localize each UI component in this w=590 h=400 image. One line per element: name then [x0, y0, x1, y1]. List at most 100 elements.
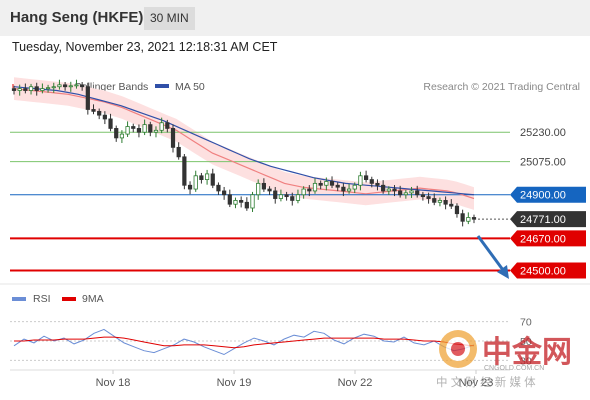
x-tick-label-3: Nov 23 [459, 377, 494, 389]
level-label-2: 24900.00 [520, 190, 566, 202]
candle-body-69 [403, 192, 408, 196]
forecast-arrow [476, 235, 509, 279]
candle-body-48 [284, 194, 289, 198]
candle-body-16 [102, 114, 107, 120]
last-price-label: 24771.00 [520, 214, 566, 226]
rsi-ma-legend-label: 9MA [82, 293, 104, 305]
candle-body-74 [432, 198, 437, 203]
candle-body-35 [210, 173, 215, 186]
level-tag-2 [510, 186, 586, 203]
candle-body-65 [381, 184, 386, 192]
timeframe-button[interactable]: 30 MIN [144, 7, 195, 30]
candle-body-58 [341, 186, 346, 192]
candle-body-59 [346, 188, 352, 192]
candle-body-53 [312, 182, 318, 192]
candle-body-1 [17, 88, 22, 91]
candle-body-54 [318, 182, 323, 186]
candle-body-52 [307, 188, 312, 192]
candle-body-57 [335, 184, 340, 188]
candle-body-46 [273, 190, 278, 199]
candle-body-32 [193, 175, 198, 190]
candle-body-10 [68, 85, 73, 88]
candle-body-23 [142, 124, 147, 133]
candle-body-2 [23, 88, 28, 91]
level-lines [10, 131, 510, 272]
rsi-level-label-0: 70 [520, 317, 532, 329]
candle-body-72 [420, 194, 425, 198]
candle-body-47 [278, 194, 284, 199]
ma50-legend-label: MA 50 [175, 81, 205, 93]
candle-body-79 [460, 213, 465, 222]
rsi-ma-legend-swatch [62, 297, 76, 301]
x-tick-label-0: Nov 18 [96, 377, 131, 389]
rsi-level-label-2: 30 [520, 355, 532, 367]
candle-body-55 [324, 181, 329, 186]
candle-body-40 [239, 200, 244, 203]
candle-body-17 [108, 118, 113, 129]
candle-body-36 [216, 184, 221, 192]
candle-body-62 [363, 175, 369, 180]
candle-body-3 [28, 86, 34, 91]
level-label-3: 24670.00 [520, 233, 566, 245]
candle-body-30 [182, 156, 187, 186]
candle-body-49 [290, 196, 295, 201]
x-axis-labels: Nov 18 Nov 19 Nov 22 Nov 23 [96, 370, 494, 389]
candle-body-14 [91, 109, 96, 112]
level-label-0: 25230.00 [520, 127, 566, 139]
candle-body-6 [45, 87, 51, 90]
candle-body-18 [114, 128, 119, 139]
candle-body-13 [85, 86, 90, 110]
candle-body-71 [415, 190, 420, 196]
candle-body-76 [443, 200, 448, 205]
candle-body-34 [204, 173, 210, 180]
candle-body-73 [426, 196, 431, 199]
rsi-legend-label: RSI [33, 293, 51, 305]
candle-body-37 [222, 190, 227, 196]
candle-body-29 [176, 146, 181, 158]
candle-body-41 [244, 201, 249, 209]
instrument-title: Hang Seng (HKFE) [10, 9, 144, 26]
candle-body-78 [454, 205, 460, 215]
candle-body-11 [74, 84, 79, 87]
candle-body-63 [369, 179, 374, 184]
candle-body-43 [256, 182, 261, 196]
level-tag-3 [510, 230, 586, 247]
last-price-tag [510, 211, 586, 228]
candle-body-31 [187, 184, 193, 190]
candle-body-8 [57, 84, 62, 88]
candle-body-64 [375, 182, 380, 186]
rsi-level-label-1: 50 [520, 336, 532, 348]
ma50-line [13, 86, 475, 196]
candle-body-67 [392, 188, 397, 192]
rsi-line [13, 328, 475, 356]
timestamp: Tuesday, November 23, 2021 12:18:31 AM C… [12, 40, 278, 54]
watermark-url: CNGOLD.COM.CN [484, 365, 544, 372]
candle-body-51 [301, 188, 306, 196]
watermark: 中金网 CNGOLD.COM.CN 中 文 财 经 新 媒 体 [436, 330, 572, 389]
level-labels: 25230.00 25075.00 24900.00 24670.00 24500.00… [510, 127, 586, 279]
candle-body-21 [131, 126, 136, 129]
copyright-note: Research © 2021 Trading Central [423, 81, 580, 93]
candle-body-77 [449, 203, 454, 207]
level-tag-4 [510, 262, 586, 279]
candle-body-0 [11, 88, 17, 91]
candle-body-80 [466, 217, 471, 222]
level-label-1: 25075.00 [520, 157, 566, 169]
candles [11, 79, 477, 227]
candle-body-4 [34, 86, 39, 91]
candle-body-81 [471, 217, 477, 220]
candle-body-26 [159, 122, 164, 131]
ma50-legend-swatch [155, 84, 169, 88]
rsi-ma-line [14, 336, 475, 349]
candle-body-50 [295, 194, 301, 201]
candle-body-33 [199, 175, 204, 180]
candle-body-38 [227, 194, 232, 205]
candle-body-7 [51, 86, 56, 89]
rsi-legend-swatch [12, 297, 26, 301]
watermark-logo-text: 中金网 [482, 335, 572, 369]
candle-body-56 [329, 181, 335, 186]
candle-body-61 [358, 175, 363, 186]
moving-averages [13, 86, 475, 200]
candle-body-75 [437, 200, 443, 203]
